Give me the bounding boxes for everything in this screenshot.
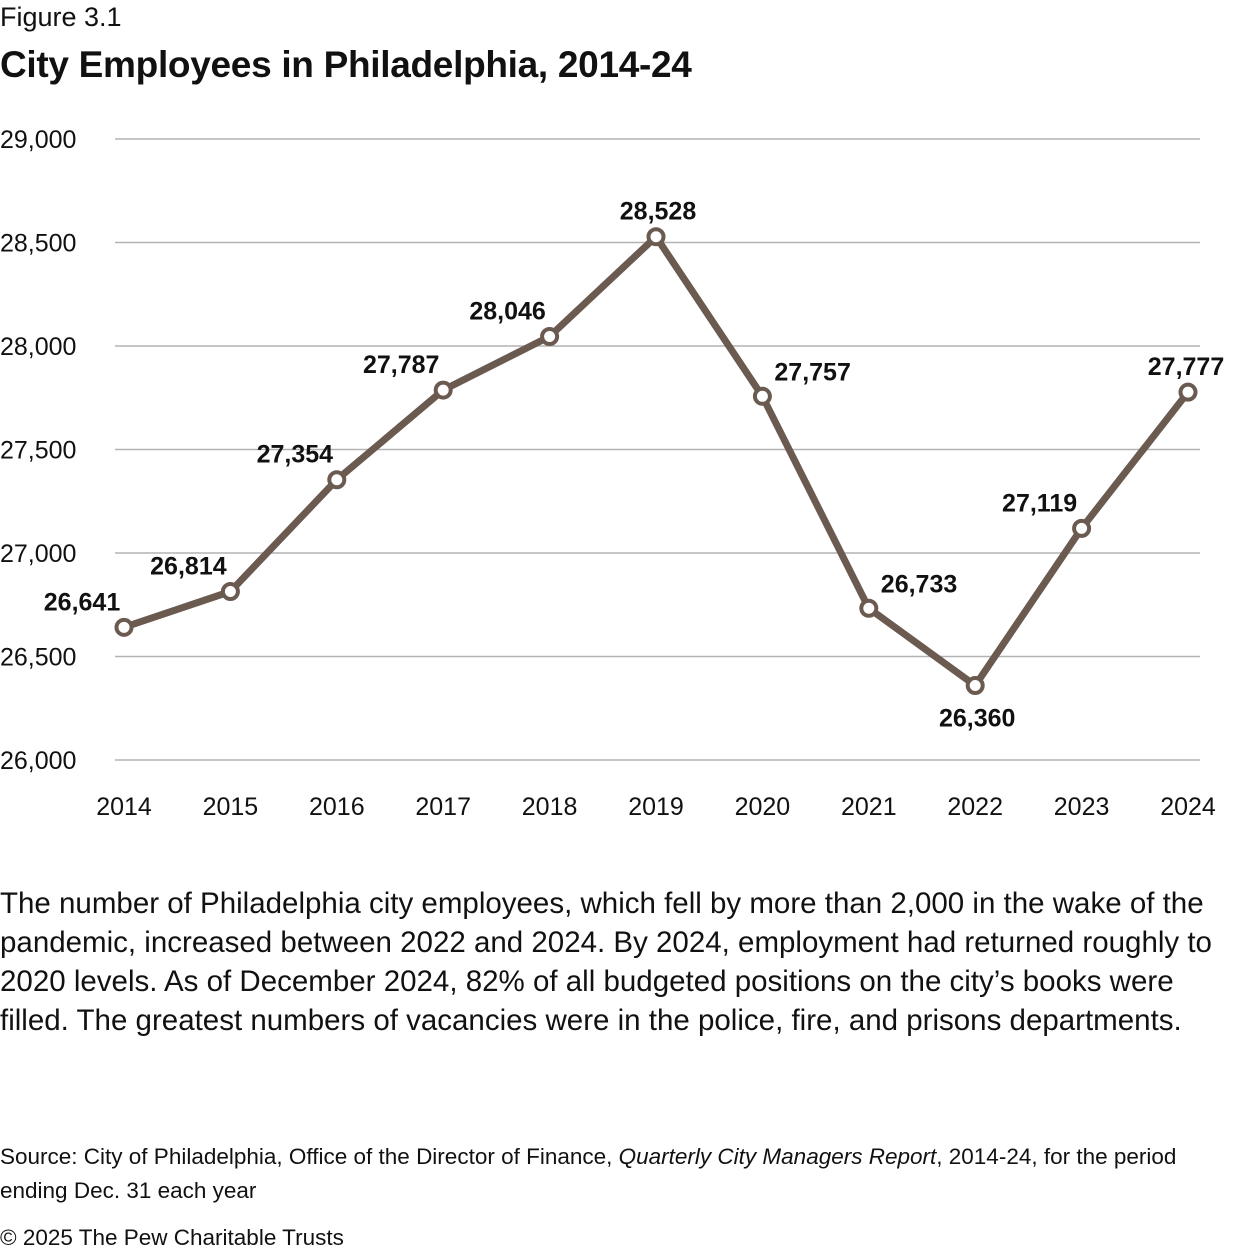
data-point-2016 [327,470,347,490]
data-label-2020: 27,757 [774,358,850,386]
data-point-2024 [1178,382,1198,402]
data-label-2023: 27,119 [1002,489,1077,517]
data-point-2022 [965,675,985,695]
x-axis-tick-labels: 2014 2015 2016 2017 2018 2019 2020 2021 2022 2023… [96,793,1216,821]
data-label-2016: 27,354 [257,441,334,469]
data-label-2019: 28,528 [620,198,697,226]
data-label-2021: 26,733 [881,570,957,598]
y-tick-label: 26,000 [0,747,76,775]
data-label-2017: 27,787 [363,351,439,379]
x-tick-label: 2022 [947,793,1003,821]
x-tick-label: 2021 [841,793,897,821]
data-point-2019 [646,227,666,247]
data-point-2021 [859,598,879,618]
source-note: Source: City of Philadelphia, Office of … [0,1140,1240,1208]
data-point-2023 [1072,518,1092,538]
x-tick-label: 2014 [96,793,152,821]
x-tick-label: 2019 [628,793,684,821]
data-label-2014: 26,641 [44,588,121,616]
line-chart: 26,000 26,500 27,000 27,500 28,000 28,500 29,0… [0,126,1224,821]
y-axis-tick-labels: 26,000 26,500 27,000 27,500 28,000 28,500 29,0… [0,126,76,775]
y-tick-label: 28,500 [0,230,76,258]
data-label-2024: 27,777 [1148,353,1224,381]
data-point-2014 [114,617,134,637]
figure-label: Figure 3.1 [0,2,122,32]
source-suffix: , 2014-24, for the period ending Dec. 31… [0,1144,1177,1203]
copyright: © 2025 The Pew Charitable Trusts [0,1225,344,1250]
source-publication: Quarterly City Managers Report [618,1144,937,1169]
source-prefix: Source: City of Philadelphia, Office of … [0,1144,619,1169]
data-label-2015: 26,814 [150,553,227,581]
data-point-2018 [540,326,560,346]
data-points [114,227,1198,695]
x-tick-label: 2020 [735,793,791,821]
data-label-2018: 28,046 [469,297,545,325]
data-point-2015 [220,582,240,602]
chart-description: The number of Philadelphia city employee… [0,887,1212,1037]
data-label-2022: 26,360 [939,704,1015,732]
x-tick-label: 2016 [309,793,365,821]
chart-title: City Employees in Philadelphia, 2014-24 [0,44,692,85]
data-point-2017 [433,380,453,400]
x-tick-label: 2017 [415,793,471,821]
data-point-2020 [752,386,772,406]
data-labels: 26,641 26,814 27,354 27,787 28,046 28,528 27,7… [44,198,1224,733]
x-tick-label: 2015 [203,793,259,821]
y-tick-label: 26,500 [0,644,76,672]
y-tick-label: 29,000 [0,126,76,154]
x-tick-label: 2023 [1054,793,1110,821]
y-tick-label: 27,000 [0,540,76,568]
y-tick-label: 27,500 [0,437,76,465]
x-tick-label: 2018 [522,793,578,821]
x-tick-label: 2024 [1160,793,1216,821]
y-tick-label: 28,000 [0,333,76,361]
